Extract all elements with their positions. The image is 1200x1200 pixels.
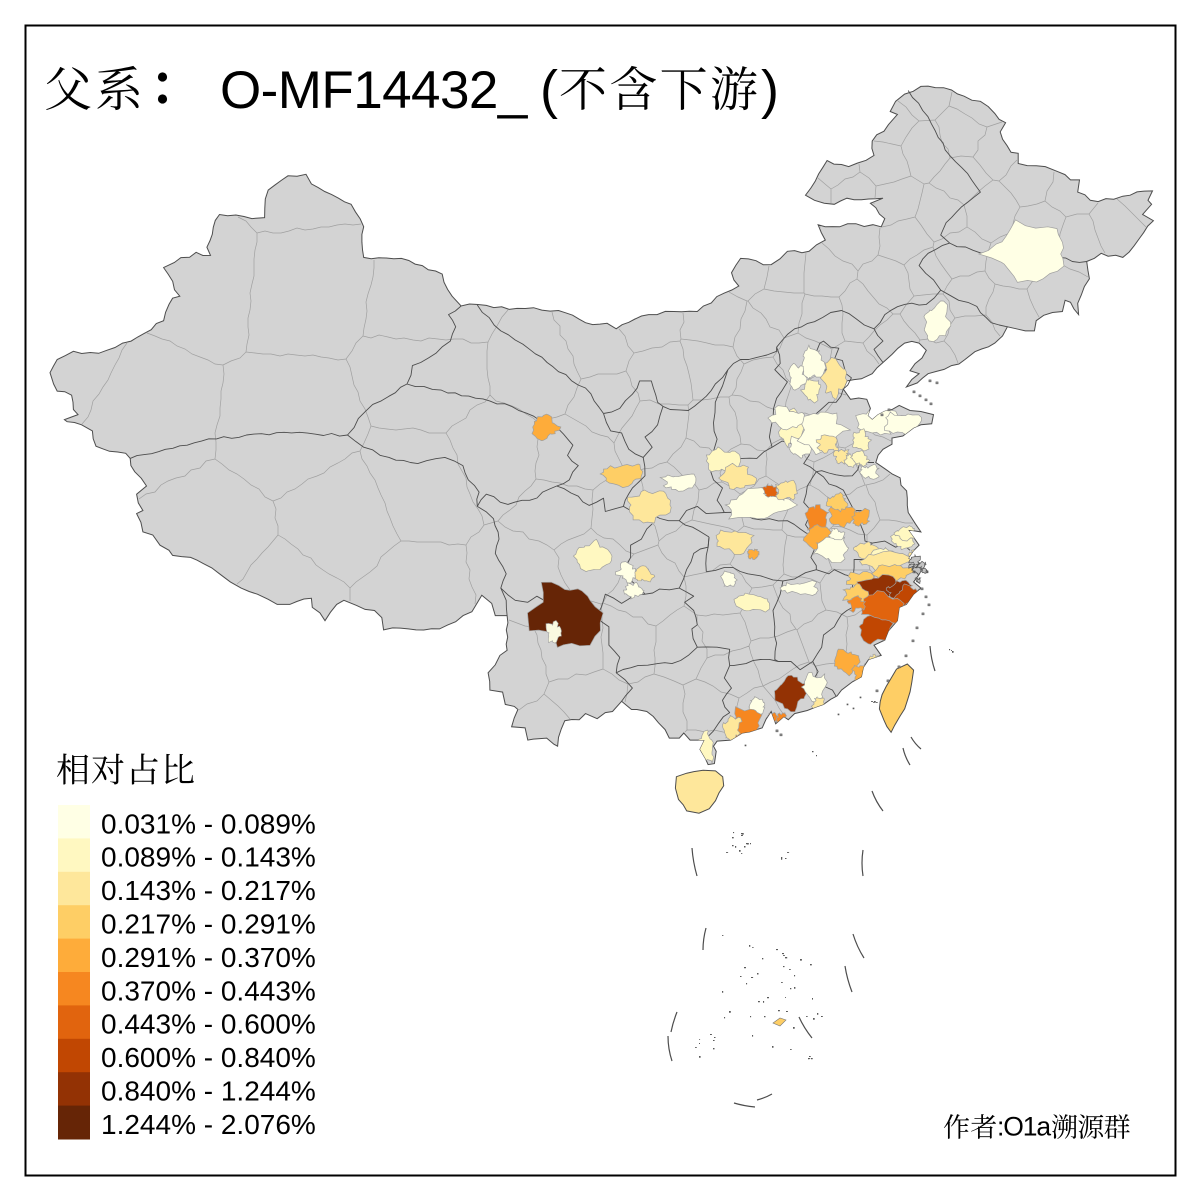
svg-text:0.600% - 0.840%: 0.600% - 0.840% — [101, 1042, 316, 1073]
svg-text:0.443% - 0.600%: 0.443% - 0.600% — [101, 1009, 316, 1040]
svg-text:0.217% - 0.291%: 0.217% - 0.291% — [101, 909, 316, 940]
svg-text:0.840% - 1.244%: 0.840% - 1.244% — [101, 1076, 316, 1107]
svg-text:0.291% - 0.370%: 0.291% - 0.370% — [101, 942, 316, 973]
svg-text:O-MF14432_: O-MF14432_ — [220, 61, 529, 120]
svg-text:0.370% - 0.443%: 0.370% - 0.443% — [101, 975, 316, 1006]
svg-text::O1a: :O1a — [997, 1112, 1051, 1142]
svg-text:0.143% - 0.217%: 0.143% - 0.217% — [101, 875, 316, 906]
svg-text:1.244% - 2.076%: 1.244% - 2.076% — [101, 1109, 316, 1140]
svg-text:0.089% - 0.143%: 0.089% - 0.143% — [101, 842, 316, 873]
svg-text:0.031% - 0.089%: 0.031% - 0.089% — [101, 808, 316, 839]
svg-text:): ) — [761, 60, 779, 120]
svg-text:(: ( — [540, 60, 558, 120]
